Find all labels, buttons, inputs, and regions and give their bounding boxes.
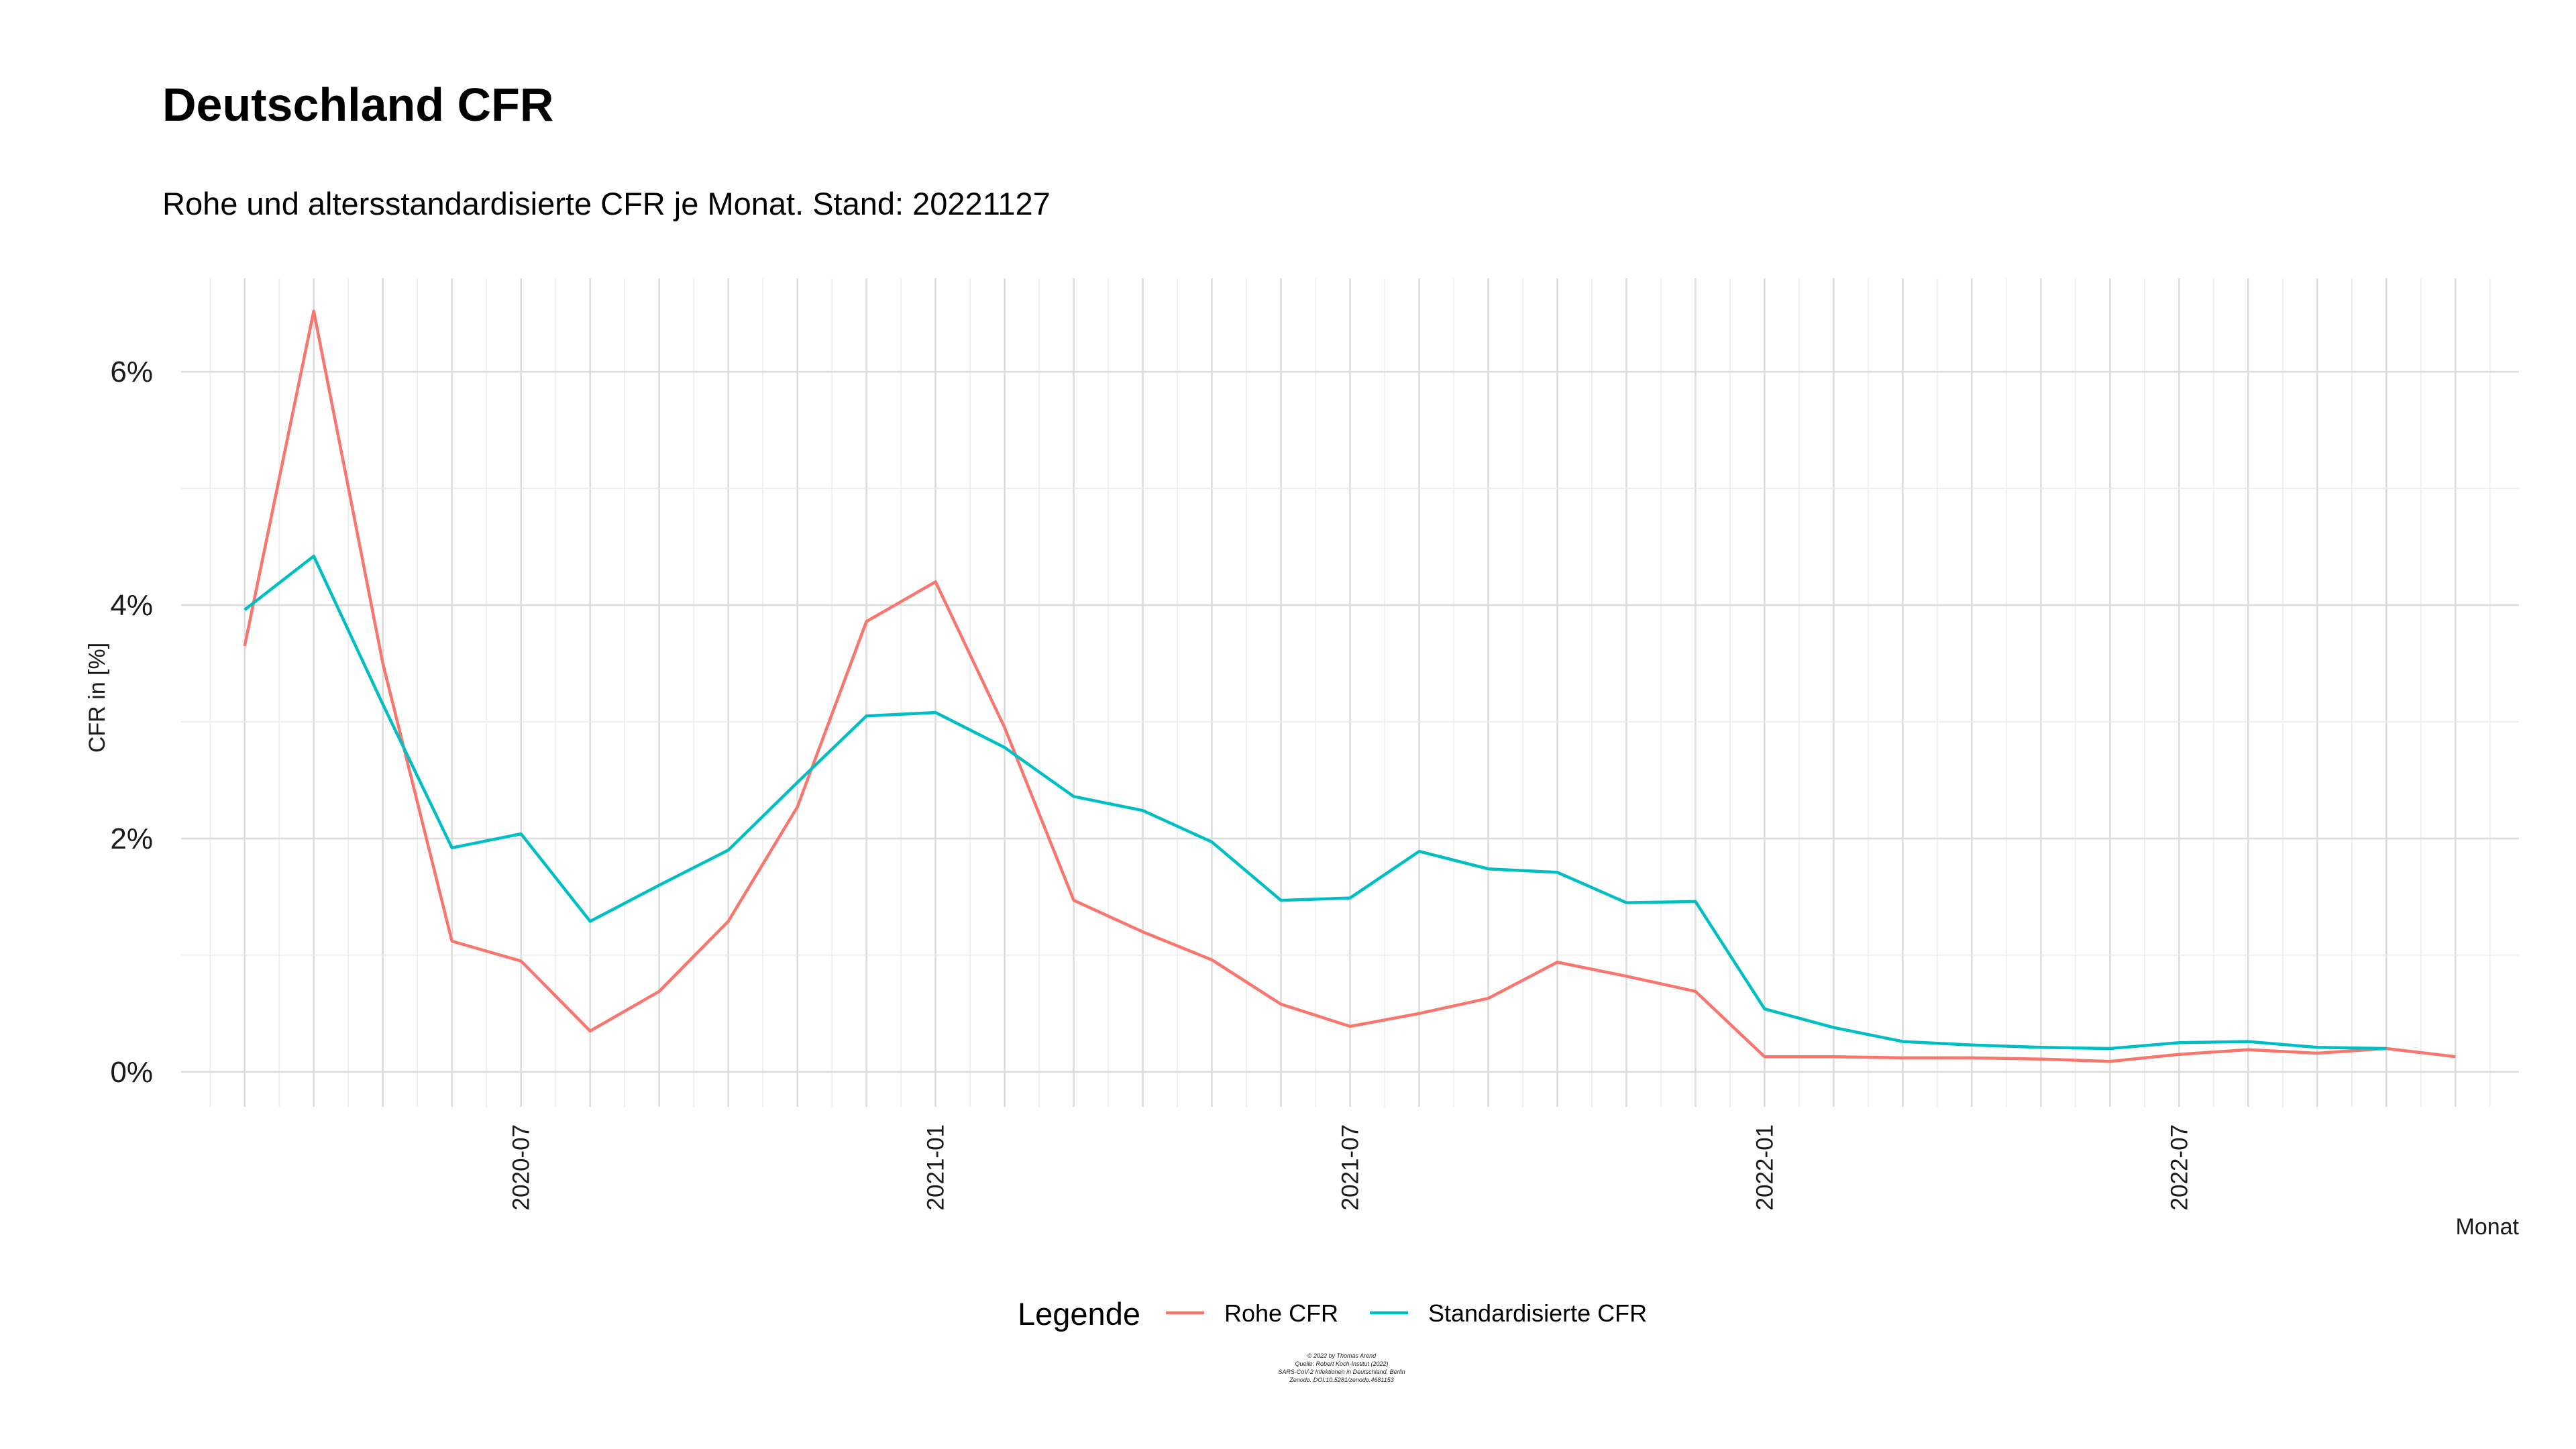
y-tick-label: 2%	[110, 822, 153, 855]
chart-subtitle: Rohe und altersstandardisierte CFR je Mo…	[162, 186, 1051, 221]
series-lines	[243, 309, 2456, 1063]
caption-line-3: SARS-CoV-2 Infektionen in Deutschland, B…	[1278, 1368, 1405, 1375]
y-tick-label: 6%	[110, 356, 153, 388]
x-tick-label: 2022-01	[1752, 1124, 1778, 1210]
caption-line-1: © 2022 by Thomas Arend	[1307, 1352, 1377, 1359]
x-tick-label: 2020-07	[508, 1124, 535, 1210]
series-line-standardisierte-cfr	[244, 554, 2387, 1051]
legend-title: Legende	[1018, 1296, 1140, 1332]
x-axis-ticks: 2020-07 2021-01 2021-07 2022-01 2022-07	[508, 1124, 2193, 1210]
legend-label-rohe-cfr: Rohe CFR	[1224, 1299, 1338, 1327]
legend-label-standardisierte-cfr: Standardisierte CFR	[1428, 1299, 1647, 1327]
y-tick-label: 4%	[110, 589, 153, 622]
caption: © 2022 by Thomas Arend Quelle: Robert Ko…	[1278, 1352, 1405, 1383]
caption-line-2: Quelle: Robert Koch-Institut (2022)	[1295, 1360, 1388, 1367]
y-axis-title: CFR in [%]	[85, 643, 110, 753]
y-axis-ticks: 0% 2% 4% 6%	[110, 356, 153, 1089]
series-line-rohe-cfr	[243, 309, 2456, 1063]
grid	[181, 278, 2519, 1107]
y-tick-label: 0%	[110, 1056, 153, 1089]
x-tick-label: 2021-01	[923, 1124, 949, 1210]
x-tick-label: 2021-07	[1338, 1124, 1364, 1210]
x-axis-title: Monat	[2456, 1214, 2520, 1240]
chart-title: Deutschland CFR	[162, 78, 553, 131]
x-tick-label: 2022-07	[2166, 1124, 2192, 1210]
caption-line-4: Zenodo. DOI:10.5281/zenodo.4681153	[1289, 1377, 1393, 1383]
legend: Legende Rohe CFR Standardisierte CFR	[1018, 1296, 1647, 1332]
